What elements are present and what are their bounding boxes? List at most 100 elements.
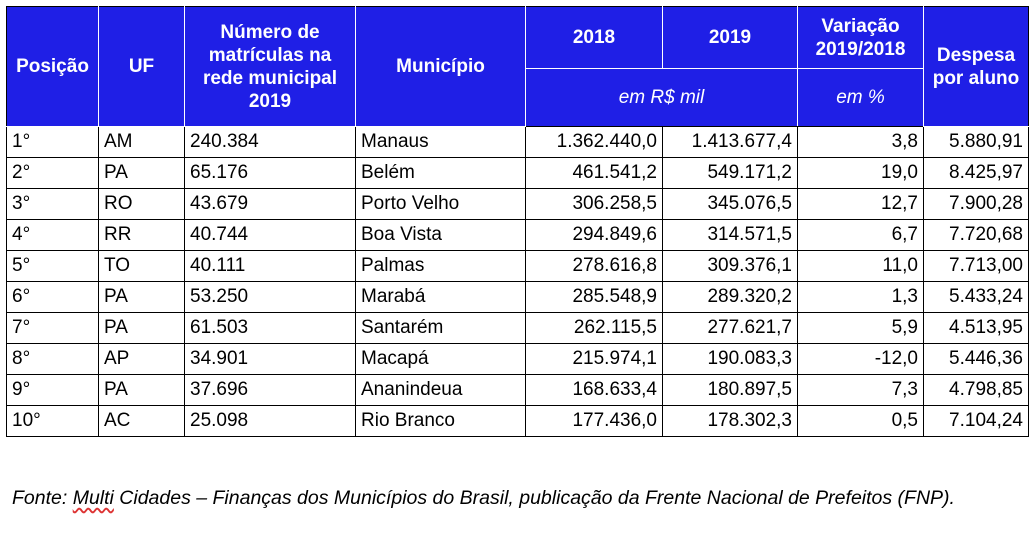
source-note: Fonte: Multi Cidades – Finanças dos Muni…: [12, 483, 1012, 513]
cell-uf: AC: [98, 405, 185, 437]
cell-variacao: 0,5: [797, 405, 924, 437]
cell-v2018: 306.258,5: [525, 188, 663, 220]
cell-municipio: Palmas: [355, 250, 526, 282]
cell-v2018: 1.362.440,0: [525, 126, 663, 158]
header-2018: 2018: [525, 6, 663, 69]
cell-v2019: 345.076,5: [662, 188, 798, 220]
cell-despesa: 7.900,28: [923, 188, 1029, 220]
cell-despesa: 5.446,36: [923, 343, 1029, 375]
table-body: 1° AM 240.384 Manaus 1.362.440,0 1.413.677,4 3…: [6, 126, 1029, 437]
header-variacao: Variação 2019/2018: [797, 6, 924, 69]
cell-uf: RR: [98, 219, 185, 251]
cell-municipio: Manaus: [355, 126, 526, 158]
cell-uf: PA: [98, 281, 185, 313]
cell-despesa: 7.104,24: [923, 405, 1029, 437]
header-matriculas: Número de matrículas na rede municipal 2…: [184, 6, 356, 127]
cell-v2018: 278.616,8: [525, 250, 663, 282]
cell-posicao: 9°: [6, 374, 99, 406]
cell-v2018: 262.115,5: [525, 312, 663, 344]
cell-matriculas: 240.384: [184, 126, 356, 158]
cell-v2018: 285.548,9: [525, 281, 663, 313]
cell-variacao: 12,7: [797, 188, 924, 220]
cell-v2018: 294.849,6: [525, 219, 663, 251]
header-municipio: Município: [355, 6, 526, 127]
cell-variacao: 6,7: [797, 219, 924, 251]
table-row: 5° TO 40.111 Palmas 278.616,8 309.376,1 11,0 7.…: [6, 250, 1029, 282]
cell-uf: AP: [98, 343, 185, 375]
cell-v2018: 215.974,1: [525, 343, 663, 375]
header-despesa: Despesa por aluno: [923, 6, 1029, 127]
cell-matriculas: 25.098: [184, 405, 356, 437]
cell-municipio: Marabá: [355, 281, 526, 313]
cell-variacao: 7,3: [797, 374, 924, 406]
cell-posicao: 8°: [6, 343, 99, 375]
cell-variacao: 19,0: [797, 157, 924, 189]
source-rest: Cidades – Finanças dos Municípios do Bra…: [113, 487, 955, 509]
table-row: 1° AM 240.384 Manaus 1.362.440,0 1.413.677,4 3…: [6, 126, 1029, 158]
cell-posicao: 4°: [6, 219, 99, 251]
source-underlined-word: Multi: [72, 487, 114, 509]
cell-posicao: 3°: [6, 188, 99, 220]
cell-uf: RO: [98, 188, 185, 220]
cell-posicao: 7°: [6, 312, 99, 344]
cell-despesa: 4.513,95: [923, 312, 1029, 344]
cell-despesa: 4.798,85: [923, 374, 1029, 406]
cell-uf: PA: [98, 374, 185, 406]
cell-municipio: Rio Branco: [355, 405, 526, 437]
cell-uf: TO: [98, 250, 185, 282]
cell-matriculas: 65.176: [184, 157, 356, 189]
cell-matriculas: 37.696: [184, 374, 356, 406]
table-row: 10° AC 25.098 Rio Branco 177.436,0 178.302,3 0…: [6, 405, 1029, 437]
cell-v2019: 180.897,5: [662, 374, 798, 406]
table-row: 7° PA 61.503 Santarém 262.115,5 277.621,7 5,9 4…: [6, 312, 1029, 344]
table-row: 8° AP 34.901 Macapá 215.974,1 190.083,3 -12,0 5…: [6, 343, 1029, 375]
cell-variacao: 5,9: [797, 312, 924, 344]
cell-v2018: 461.541,2: [525, 157, 663, 189]
cell-v2019: 289.320,2: [662, 281, 798, 313]
header-unit-values: em R$ mil: [525, 68, 798, 127]
table-row: 3° RO 43.679 Porto Velho 306.258,5 345.076,5 1…: [6, 188, 1029, 220]
cell-v2019: 178.302,3: [662, 405, 798, 437]
cell-v2019: 549.171,2: [662, 157, 798, 189]
source-prefix: Fonte:: [12, 487, 73, 509]
cell-municipio: Boa Vista: [355, 219, 526, 251]
cell-posicao: 10°: [6, 405, 99, 437]
cell-despesa: 5.433,24: [923, 281, 1029, 313]
cell-v2019: 1.413.677,4: [662, 126, 798, 158]
municipal-ranking-table: Posição UF Número de matrículas na rede …: [6, 6, 1029, 437]
cell-despesa: 7.713,00: [923, 250, 1029, 282]
cell-v2018: 177.436,0: [525, 405, 663, 437]
cell-variacao: 1,3: [797, 281, 924, 313]
cell-matriculas: 40.744: [184, 219, 356, 251]
cell-matriculas: 61.503: [184, 312, 356, 344]
cell-uf: PA: [98, 312, 185, 344]
cell-municipio: Porto Velho: [355, 188, 526, 220]
header-posicao: Posição: [6, 6, 99, 127]
header-unit-percent: em %: [797, 68, 924, 127]
cell-uf: AM: [98, 126, 185, 158]
cell-variacao: -12,0: [797, 343, 924, 375]
cell-matriculas: 43.679: [184, 188, 356, 220]
cell-municipio: Santarém: [355, 312, 526, 344]
cell-municipio: Macapá: [355, 343, 526, 375]
cell-posicao: 2°: [6, 157, 99, 189]
cell-municipio: Ananindeua: [355, 374, 526, 406]
cell-matriculas: 53.250: [184, 281, 356, 313]
cell-matriculas: 40.111: [184, 250, 356, 282]
table-row: 4° RR 40.744 Boa Vista 294.849,6 314.571,5 6,7…: [6, 219, 1029, 251]
cell-posicao: 6°: [6, 281, 99, 313]
cell-uf: PA: [98, 157, 185, 189]
cell-despesa: 8.425,97: [923, 157, 1029, 189]
cell-v2018: 168.633,4: [525, 374, 663, 406]
table-row: 9° PA 37.696 Ananindeua 168.633,4 180.897,5 7,…: [6, 374, 1029, 406]
cell-v2019: 190.083,3: [662, 343, 798, 375]
header-uf: UF: [98, 6, 185, 127]
cell-posicao: 1°: [6, 126, 99, 158]
cell-v2019: 277.621,7: [662, 312, 798, 344]
cell-variacao: 3,8: [797, 126, 924, 158]
cell-v2019: 309.376,1: [662, 250, 798, 282]
cell-despesa: 5.880,91: [923, 126, 1029, 158]
cell-v2019: 314.571,5: [662, 219, 798, 251]
table-row: 2° PA 65.176 Belém 461.541,2 549.171,2 19,0 8.4…: [6, 157, 1029, 189]
cell-municipio: Belém: [355, 157, 526, 189]
